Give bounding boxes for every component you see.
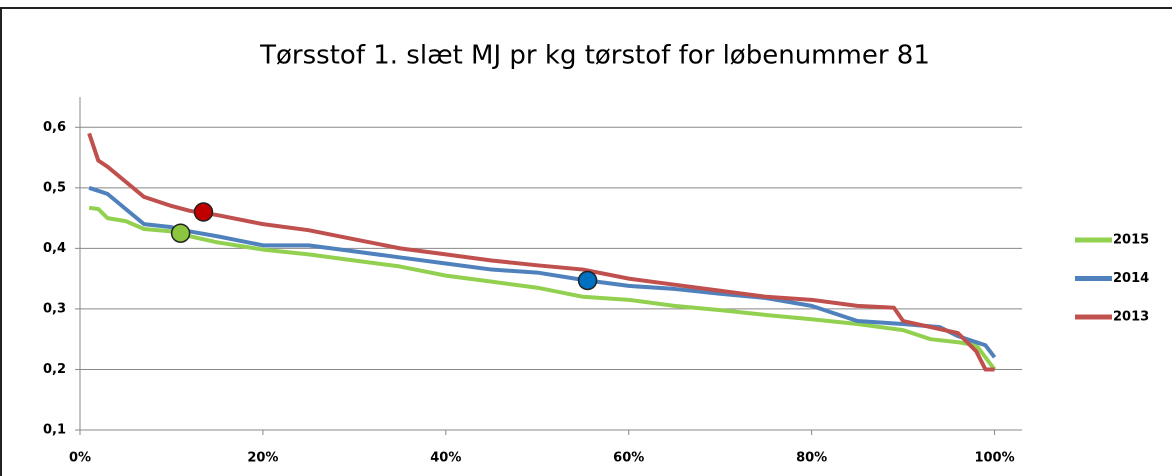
- series-line: [88, 185, 997, 359]
- legend-label: 2013: [1113, 310, 1149, 325]
- x-tick-label: 20%: [247, 451, 278, 466]
- y-tick-label: 0,3: [43, 301, 66, 316]
- series-line: [88, 205, 997, 371]
- x-tick-label: 100%: [974, 451, 1014, 466]
- chart-border: [0, 7, 1172, 476]
- legend-label: 2014: [1113, 271, 1149, 286]
- y-tick-label: 0,1: [43, 423, 66, 438]
- series-line: [87, 132, 995, 372]
- x-tick-label: 0%: [69, 451, 91, 466]
- chart-title: Tørsstof 1. slæt MJ pr kg tørstof for lø…: [259, 41, 930, 71]
- x-tick-label: 80%: [796, 451, 827, 466]
- y-tick-label: 0,4: [43, 241, 66, 256]
- y-tick-label: 0,6: [43, 120, 66, 135]
- y-tick-label: 0,2: [43, 362, 66, 377]
- x-tick-label: 60%: [613, 451, 644, 466]
- legend-label: 2015: [1113, 233, 1149, 248]
- highlight-point: [170, 223, 191, 243]
- y-tick-label: 0,5: [43, 180, 66, 195]
- highlight-point: [577, 270, 598, 291]
- highlight-point: [193, 202, 214, 222]
- x-tick-label: 40%: [430, 451, 461, 466]
